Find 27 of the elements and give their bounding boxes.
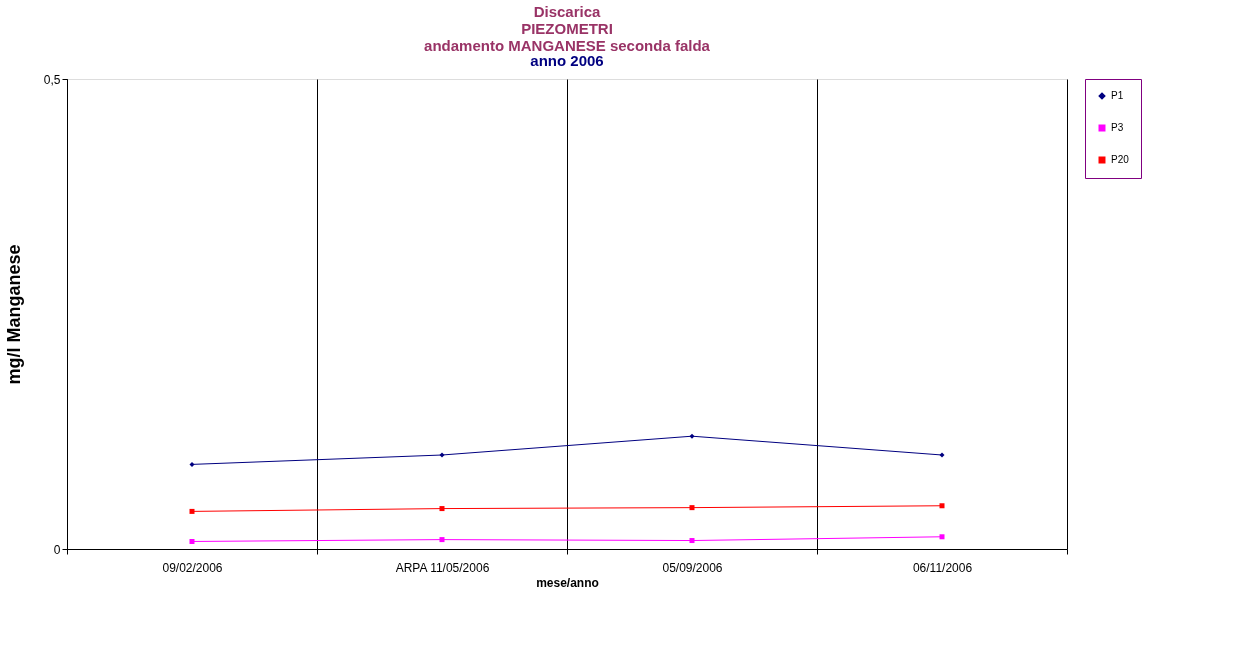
- legend-label: P1: [1111, 90, 1124, 101]
- text: andamento MANGANESE seconda falda: [424, 37, 710, 54]
- point: [689, 433, 695, 439]
- chart-subtitle: anno 2006: [530, 52, 604, 69]
- x-tick-label: 09/02/2006: [162, 560, 223, 575]
- x-axis-title: mese/anno: [536, 575, 599, 590]
- point: [689, 505, 695, 511]
- x-tick-label: 06/11/2006: [912, 560, 973, 575]
- legend-label: P20: [1111, 154, 1130, 165]
- point: [189, 508, 195, 514]
- x-tick-label: ARPA 11/05/2006: [395, 560, 490, 575]
- legend-label: P3: [1111, 122, 1124, 133]
- y-tick-label: 0,5: [43, 72, 61, 87]
- point: [189, 461, 195, 467]
- point: [439, 452, 445, 458]
- point: [439, 537, 445, 543]
- text: Discarica: [533, 3, 601, 20]
- point: [439, 506, 445, 512]
- point: [189, 538, 195, 544]
- y-tick-label: 0: [53, 542, 61, 557]
- y-axis-title: mg/l Manganese: [3, 244, 24, 385]
- x-tick-label: 05/09/2006: [662, 560, 723, 575]
- text: PIEZOMETRI: [521, 20, 613, 37]
- point: [939, 503, 945, 509]
- point: [939, 534, 945, 540]
- point: [939, 452, 945, 458]
- point: [689, 538, 695, 544]
